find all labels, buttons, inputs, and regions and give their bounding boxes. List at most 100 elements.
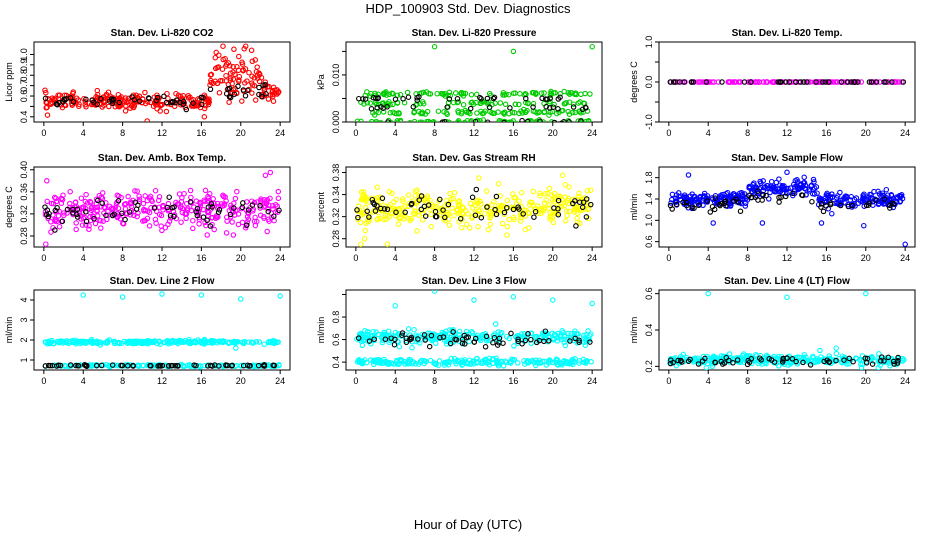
data-point	[224, 362, 231, 369]
data-point	[515, 204, 521, 210]
data-point	[357, 219, 364, 226]
data-point	[458, 110, 465, 117]
data-point	[374, 203, 380, 209]
data-point	[519, 110, 526, 116]
data-point	[261, 361, 268, 368]
data-point	[155, 363, 161, 369]
data-point	[493, 357, 500, 364]
x-tick-label: 20	[548, 376, 558, 386]
data-point	[549, 214, 556, 220]
data-point	[355, 214, 361, 221]
data-point	[670, 359, 676, 366]
data-point	[98, 217, 104, 224]
data-point	[392, 303, 398, 309]
data-point	[245, 207, 252, 213]
data-point	[249, 73, 255, 80]
data-point	[111, 340, 118, 347]
data-point	[64, 210, 70, 216]
x-tick-label: 12	[782, 376, 792, 386]
x-tick-label: 8	[745, 128, 750, 138]
data-point	[533, 339, 540, 346]
data-point	[392, 96, 399, 103]
data-point	[532, 208, 539, 215]
data-point	[133, 206, 140, 212]
data-point	[764, 182, 770, 189]
scatter-points	[42, 291, 283, 370]
data-point	[412, 193, 419, 199]
data-point	[131, 340, 138, 347]
data-point	[456, 328, 463, 335]
data-point	[158, 212, 165, 219]
data-point	[833, 350, 840, 357]
data-point	[520, 211, 526, 217]
data-point	[355, 335, 362, 341]
data-point	[565, 108, 571, 115]
data-point	[784, 294, 790, 301]
data-point	[473, 186, 480, 193]
data-point	[492, 100, 498, 106]
x-tick-label: 8	[432, 253, 437, 263]
data-point	[547, 213, 553, 220]
x-tick-label: 8	[432, 128, 437, 138]
data-point	[230, 64, 236, 70]
data-point	[814, 357, 821, 364]
data-point	[895, 79, 901, 85]
data-point	[397, 117, 404, 122]
data-point	[183, 106, 190, 113]
data-point	[67, 362, 74, 368]
data-point	[128, 340, 134, 346]
data-point	[188, 194, 194, 201]
data-point	[504, 204, 510, 211]
data-point	[169, 204, 175, 211]
data-point	[79, 204, 85, 211]
data-point	[132, 188, 138, 194]
data-point	[695, 200, 701, 206]
data-point	[566, 184, 572, 190]
data-point	[477, 207, 483, 213]
y-tick-label: 1.0	[19, 48, 29, 61]
data-point	[99, 190, 106, 196]
data-point	[589, 43, 595, 50]
data-point	[891, 361, 897, 367]
x-tick-label: 16	[508, 376, 518, 386]
data-point	[555, 106, 561, 112]
data-point	[501, 209, 508, 216]
x-tick-label: 12	[157, 376, 167, 386]
data-point	[446, 96, 453, 102]
data-point	[196, 216, 203, 223]
data-point	[818, 354, 824, 360]
data-point	[250, 340, 256, 346]
data-point	[587, 339, 593, 345]
data-point	[566, 200, 573, 207]
data-point	[374, 119, 380, 122]
data-point	[149, 198, 155, 205]
data-point	[402, 361, 408, 367]
data-point	[589, 300, 595, 307]
data-point	[440, 207, 446, 213]
data-point	[257, 212, 264, 219]
y-axis-label: degrees C	[4, 186, 14, 228]
data-point	[446, 211, 452, 217]
scatter-points	[667, 169, 908, 247]
data-point	[528, 340, 534, 347]
data-point	[565, 195, 572, 202]
data-point	[223, 230, 230, 236]
x-tick-label: 0	[353, 253, 358, 263]
data-point	[853, 355, 860, 362]
data-point	[94, 98, 100, 105]
data-point	[562, 342, 569, 349]
x-tick-label: 20	[236, 376, 246, 386]
y-tick-label: 0.4	[644, 324, 654, 337]
data-point	[451, 190, 458, 196]
data-point	[455, 120, 461, 122]
data-point	[463, 221, 470, 228]
data-point	[175, 201, 182, 207]
data-point	[245, 216, 252, 223]
data-point	[707, 209, 714, 215]
data-point	[414, 94, 420, 101]
data-point	[695, 361, 702, 367]
data-point	[506, 119, 513, 122]
data-point	[119, 340, 125, 346]
data-point	[239, 98, 245, 104]
